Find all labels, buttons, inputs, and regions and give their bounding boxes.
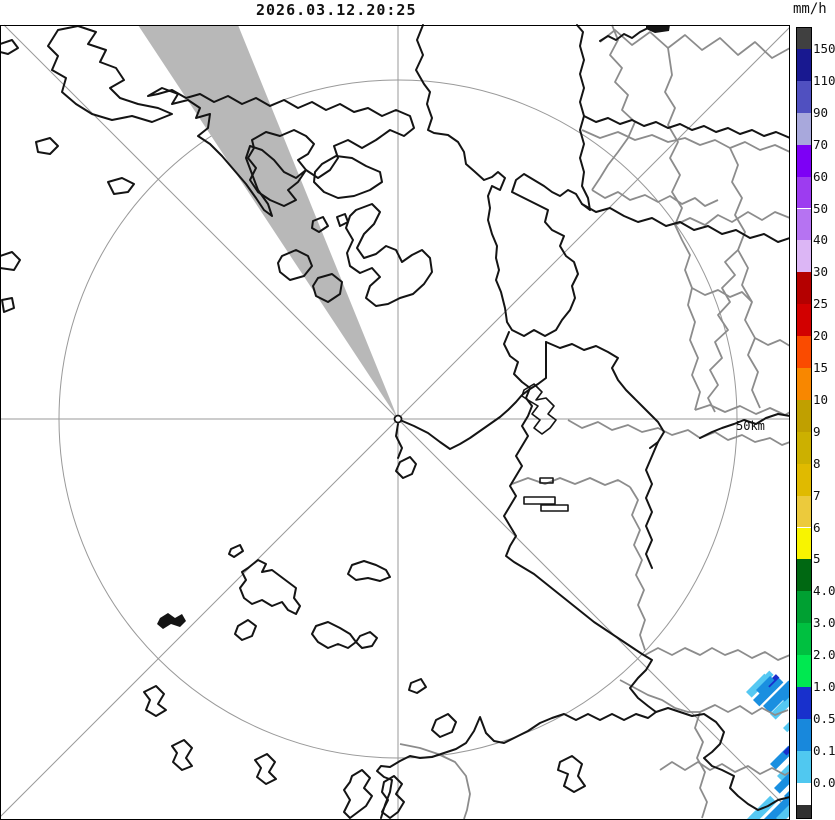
legend-segment-10: [797, 399, 811, 432]
legend-segment-4.0: [797, 591, 811, 624]
legend-tick-30: 30: [813, 264, 829, 280]
legend-color-bar: [796, 27, 812, 819]
echo-cell: [779, 679, 790, 702]
legend-tick-25: 25: [813, 296, 829, 312]
radar-map: 50km: [0, 24, 790, 820]
echo-cell: [770, 692, 790, 720]
legend-tick-8: 8: [813, 455, 821, 471]
legend-tick-10: 10: [813, 391, 829, 407]
echo-cell: [758, 670, 774, 687]
legend-tick-110: 110: [813, 72, 835, 88]
legend-tick-labels: 150 110 90 70 60 50 40 30 25 20 15 10 9 8 7 6 5 4.0 3.0 2.0…: [813, 0, 835, 820]
echo-cell: [753, 675, 784, 707]
legend-segment-15: [797, 368, 811, 400]
legend-tick-5: 5: [813, 551, 821, 567]
legend-tick-0.5: 0.5: [813, 710, 835, 726]
echo-cell: [774, 771, 790, 794]
legend-segment-110: [797, 80, 811, 113]
legend-segment-5: [797, 559, 811, 592]
echo-cell: [744, 810, 760, 820]
radar-site-marker: [393, 414, 403, 424]
legend-segment-90: [797, 112, 811, 145]
legend-segment-7: [797, 495, 811, 528]
small-rock-islets: [157, 25, 670, 629]
echo-cell: [762, 796, 790, 820]
legend-tick-150: 150: [813, 41, 835, 56]
coastlines: [0, 24, 790, 819]
legend-bottom-cap: [797, 805, 811, 818]
legend-segment-50: [797, 208, 811, 241]
legend-segment-70: [797, 144, 811, 177]
legend-segment-1.0: [797, 687, 811, 719]
legend-tick-50: 50: [813, 200, 829, 216]
legend-tick-60: 60: [813, 168, 829, 184]
legend-segment-2.0: [797, 655, 811, 687]
echo-cell: [783, 716, 790, 733]
legend-tick-15: 15: [813, 360, 829, 375]
range-ring-label: 50km: [736, 419, 765, 433]
legend-segment-25: [797, 304, 811, 337]
legend-tick-0.0: 0.0: [813, 774, 835, 790]
legend-segment-0.5: [797, 718, 811, 751]
legend-segment-20: [797, 336, 811, 368]
legend-segment-0.0: [797, 782, 811, 805]
legend-segment-30: [797, 272, 811, 305]
legend-tick-2.0: 2.0: [813, 647, 835, 663]
legend-tick-0.1: 0.1: [813, 742, 835, 758]
legend-tick-20: 20: [813, 328, 829, 344]
legend-segment-9: [797, 431, 811, 464]
legend-segment-8: [797, 463, 811, 496]
legend-segment-40: [797, 240, 811, 273]
legend-segment-150: [797, 49, 811, 81]
legend-segment-60: [797, 176, 811, 209]
legend-segment-6: [797, 527, 811, 560]
timestamp-title: 2026.03.12.20:25: [256, 1, 417, 19]
beam-blockage-wedge: [138, 25, 398, 419]
legend-tick-90: 90: [813, 104, 829, 120]
echo-cell: [756, 675, 775, 695]
legend-top-cap: [797, 28, 811, 49]
units-label: mm/h: [793, 1, 827, 17]
legend-tick-9: 9: [813, 423, 821, 439]
legend-tick-40: 40: [813, 232, 829, 248]
echo-cell: [776, 802, 790, 820]
legend-tick-70: 70: [813, 136, 829, 152]
legend-tick-4.0: 4.0: [813, 583, 835, 599]
legend-tick-7: 7: [813, 487, 821, 503]
legend-tick-3.0: 3.0: [813, 615, 835, 631]
admin-boundaries: [399, 24, 790, 820]
legend-segment-3.0: [797, 623, 811, 656]
legend-tick-1.0: 1.0: [813, 679, 835, 694]
legend-segment-0.1: [797, 750, 811, 783]
legend-tick-6: 6: [813, 519, 821, 535]
